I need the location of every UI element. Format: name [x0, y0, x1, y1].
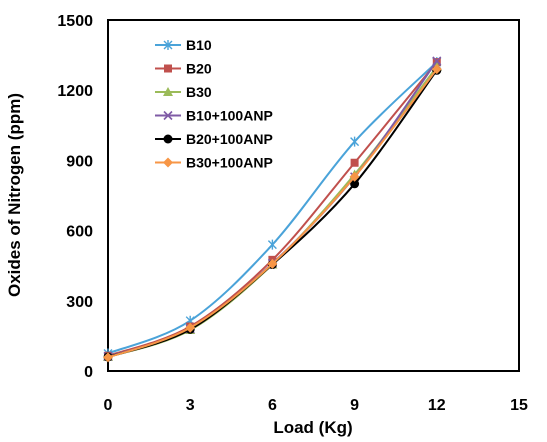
data-point [350, 136, 360, 147]
series-b30-100anp [103, 64, 442, 363]
x-axis-ticks: 0 3 6 9 12 15 [104, 397, 528, 414]
legend-marker [163, 110, 173, 121]
legend-label: B20+100ANP [186, 131, 273, 147]
legend-item: B20 [155, 61, 212, 77]
data-point [350, 158, 359, 167]
plot-area [107, 19, 520, 372]
legend-item: B30+100ANP [155, 155, 273, 171]
x-tick-label: 6 [268, 397, 277, 414]
series-layer [103, 56, 442, 363]
y-tick-label: 300 [66, 294, 93, 311]
legend-marker [163, 87, 173, 96]
data-point [267, 258, 278, 269]
legend-label: B10+100ANP [186, 108, 273, 124]
legend-item: B30 [155, 84, 212, 100]
legend-label: B10 [186, 37, 212, 53]
x-tick-label: 12 [428, 397, 446, 414]
legend-marker [163, 40, 173, 50]
x-tick-label: 9 [350, 397, 359, 414]
y-axis-ticks: 0 300 600 900 1200 1500 [57, 13, 93, 381]
data-point [432, 56, 442, 66]
y-tick-label: 1200 [57, 83, 93, 100]
data-point [103, 352, 113, 363]
legend-marker [164, 64, 172, 73]
x-tick-label: 15 [510, 397, 528, 414]
data-point [267, 239, 277, 250]
legend-label: B30 [186, 84, 212, 100]
y-axis-title: Oxides of Nitrogen (ppm) [5, 93, 24, 297]
y-tick-label: 0 [84, 364, 93, 381]
legend: B10 B20 B30 B10+100ANP B20+100ANP B30+100ANP [155, 37, 273, 171]
x-tick-label: 0 [104, 397, 113, 414]
data-point [431, 64, 442, 75]
legend-item: B10+100ANP [155, 108, 273, 124]
legend-label: B20 [186, 61, 212, 77]
data-point [350, 179, 360, 189]
legend-label: B30+100ANP [186, 155, 273, 171]
y-tick-label: 600 [66, 224, 93, 241]
y-tick-label: 1500 [57, 13, 93, 30]
legend-marker [163, 157, 173, 168]
data-point [349, 171, 360, 182]
legend-marker [163, 134, 173, 144]
x-tick-label: 3 [186, 397, 195, 414]
data-point [185, 322, 196, 333]
x-axis-title: Load (Kg) [273, 418, 352, 437]
y-tick-label: 900 [66, 153, 93, 170]
legend-item: B20+100ANP [155, 131, 273, 147]
legend-item: B10 [155, 37, 212, 53]
